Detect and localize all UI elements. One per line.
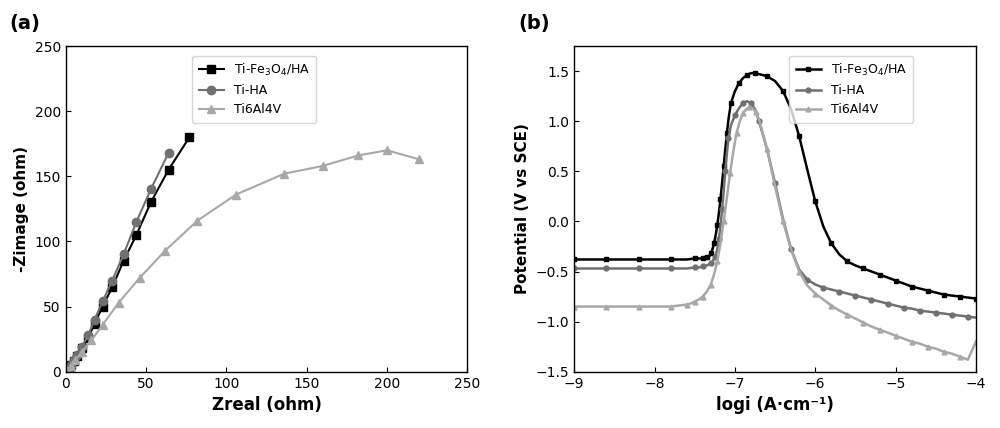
- Ti6Al4V: [970, 339, 982, 344]
- Ti-Fe$_3$O$_4$/HA: [745, 71, 757, 76]
- Line: Ti-Fe$_3$O$_4$/HA: Ti-Fe$_3$O$_4$/HA: [572, 71, 978, 301]
- Ti-HA: [130, 219, 142, 224]
- Ti-Fe$_3$O$_4$/HA: [183, 135, 195, 140]
- Ti-HA: [706, 259, 718, 264]
- Ti6Al4V: [743, 104, 755, 110]
- Ti-HA: [568, 266, 580, 271]
- Ti-Fe$_3$O$_4$/HA: [68, 359, 80, 364]
- Ti-HA: [970, 315, 982, 320]
- Ti-Fe$_3$O$_4$/HA: [76, 346, 88, 351]
- Ti-Fe$_3$O$_4$/HA: [568, 257, 580, 262]
- Ti-HA: [97, 299, 109, 304]
- Ti6Al4V: [134, 275, 146, 280]
- Ti-HA: [61, 368, 73, 373]
- Ti-Fe$_3$O$_4$/HA: [89, 321, 101, 326]
- Line: Ti-HA: Ti-HA: [63, 149, 173, 374]
- Ti-Fe$_3$O$_4$/HA: [785, 107, 797, 112]
- Line: Ti6Al4V: Ti6Al4V: [63, 146, 423, 374]
- Text: (b): (b): [518, 14, 550, 33]
- Ti6Al4V: [962, 357, 974, 362]
- Ti-Fe$_3$O$_4$/HA: [705, 251, 717, 256]
- Line: Ti6Al4V: Ti6Al4V: [572, 105, 978, 362]
- Ti-HA: [163, 150, 175, 155]
- Ti-HA: [741, 98, 753, 104]
- Legend: Ti-Fe$_3$O$_4$/HA, Ti-HA, Ti6Al4V: Ti-Fe$_3$O$_4$/HA, Ti-HA, Ti6Al4V: [192, 56, 316, 123]
- Ti6Al4V: [191, 218, 203, 223]
- Ti-HA: [709, 255, 721, 260]
- Ti-HA: [65, 363, 77, 368]
- Line: Ti-HA: Ti-HA: [572, 99, 978, 320]
- Ti6Al4V: [317, 163, 329, 169]
- Ti6Al4V: [833, 308, 845, 313]
- Ti-Fe$_3$O$_4$/HA: [63, 365, 75, 370]
- Ti6Al4V: [61, 368, 73, 373]
- Ti-HA: [857, 295, 869, 300]
- Text: (a): (a): [9, 14, 40, 33]
- Ti-Fe$_3$O$_4$/HA: [118, 259, 130, 264]
- Ti6Al4V: [708, 272, 720, 277]
- Ti-Fe$_3$O$_4$/HA: [65, 363, 77, 368]
- Ti-HA: [82, 333, 94, 338]
- Ti6Al4V: [230, 192, 242, 197]
- Ti6Al4V: [69, 357, 81, 363]
- Ti6Al4V: [568, 304, 580, 309]
- Ti6Al4V: [159, 248, 171, 253]
- Ti-Fe$_3$O$_4$/HA: [130, 232, 142, 238]
- Ti-HA: [954, 313, 966, 318]
- Ti-HA: [71, 352, 83, 357]
- Ti-Fe$_3$O$_4$/HA: [753, 71, 765, 77]
- Ti-Fe$_3$O$_4$/HA: [71, 354, 83, 359]
- Ti6Al4V: [737, 110, 749, 116]
- Ti-Fe$_3$O$_4$/HA: [106, 285, 118, 290]
- Ti6Al4V: [278, 171, 290, 176]
- Ti6Al4V: [381, 148, 393, 153]
- Ti6Al4V: [841, 312, 853, 317]
- Ti6Al4V: [97, 322, 109, 327]
- Ti-Fe$_3$O$_4$/HA: [914, 286, 926, 291]
- Ti6Al4V: [352, 153, 364, 158]
- Ti-HA: [76, 345, 88, 350]
- Ti-HA: [63, 365, 75, 370]
- Ti-HA: [825, 287, 837, 292]
- Ti-Fe$_3$O$_4$/HA: [61, 368, 73, 373]
- Ti6Al4V: [65, 364, 77, 369]
- Legend: Ti-Fe$_3$O$_4$/HA, Ti-HA, Ti6Al4V: Ti-Fe$_3$O$_4$/HA, Ti-HA, Ti6Al4V: [789, 56, 913, 123]
- Ti6Al4V: [413, 157, 425, 162]
- Ti-HA: [906, 306, 918, 311]
- Ti6Al4V: [113, 300, 125, 305]
- Ti-HA: [68, 357, 80, 363]
- Ti-HA: [106, 278, 118, 283]
- Ti6Al4V: [76, 350, 88, 355]
- X-axis label: Zreal (ohm): Zreal (ohm): [212, 396, 321, 414]
- Ti-Fe$_3$O$_4$/HA: [145, 200, 157, 205]
- Ti-Fe$_3$O$_4$/HA: [701, 255, 713, 260]
- Ti-Fe$_3$O$_4$/HA: [163, 167, 175, 172]
- X-axis label: logi (A·cm⁻¹): logi (A·cm⁻¹): [716, 396, 834, 414]
- Ti6Al4V: [85, 338, 97, 343]
- Ti-Fe$_3$O$_4$/HA: [82, 335, 94, 340]
- Ti-Fe$_3$O$_4$/HA: [97, 304, 109, 309]
- Ti6Al4V: [616, 304, 628, 309]
- Ti-Fe$_3$O$_4$/HA: [970, 296, 982, 301]
- Line: Ti-Fe$_3$O$_4$/HA: Ti-Fe$_3$O$_4$/HA: [63, 133, 194, 374]
- Ti-Fe$_3$O$_4$/HA: [716, 181, 728, 186]
- Ti-HA: [145, 187, 157, 192]
- Y-axis label: -Zimage (ohm): -Zimage (ohm): [14, 146, 29, 272]
- Ti-HA: [118, 252, 130, 257]
- Ti-HA: [89, 317, 101, 322]
- Y-axis label: Potential (V vs SCE): Potential (V vs SCE): [515, 123, 530, 294]
- Ti6Al4V: [600, 304, 612, 309]
